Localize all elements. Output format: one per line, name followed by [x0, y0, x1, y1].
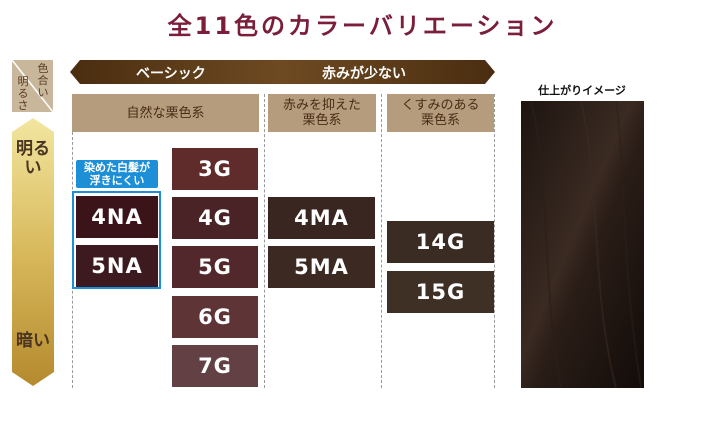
banner-less-red-label: 赤みが少ない	[322, 66, 406, 82]
hair-preview-image	[521, 101, 644, 388]
badge-line2: 浮きにくい	[89, 174, 145, 187]
axis-corner-box: 色合い 明るさ	[12, 60, 53, 112]
diagonal-divider	[12, 60, 53, 112]
swatch-4ma[interactable]: 4MA	[268, 197, 375, 239]
category-natural-label: 自然な栗色系	[126, 105, 205, 121]
dark-label: 暗い	[16, 331, 50, 351]
category-natural: 自然な栗色系	[72, 94, 259, 132]
swatch-6g[interactable]: 6G	[172, 296, 258, 338]
type-banner: ベーシック 赤みが少ない	[70, 60, 495, 84]
page-title: 全11色のカラーバリエーション	[167, 12, 558, 40]
swatch-7g[interactable]: 7G	[172, 345, 258, 387]
category-suppressed-red: 赤みを抑えた 栗色系	[268, 94, 376, 132]
swatch-4g[interactable]: 4G	[172, 197, 258, 239]
category-dull: くすみのある 栗色系	[387, 94, 494, 132]
swatch-15g[interactable]: 15G	[387, 271, 494, 313]
swatch-4na[interactable]: 4NA	[76, 196, 158, 238]
gray-coverage-badge: 染めた白髪が 浮きにくい	[76, 160, 158, 188]
swatch-5ma[interactable]: 5MA	[268, 246, 375, 288]
axis-brightness-label: 明るさ	[17, 75, 29, 112]
banner-basic-label: ベーシック	[136, 66, 206, 82]
preview-label: 仕上がりイメージ	[538, 84, 626, 97]
brightness-bar: 明るい 暗い	[12, 118, 54, 386]
category-suppressed-red-line1: 赤みを抑えた	[282, 98, 361, 113]
badge-line1: 染めた白髪が	[84, 161, 150, 174]
swatch-5g[interactable]: 5G	[172, 246, 258, 288]
separator-line	[381, 94, 382, 388]
category-suppressed-red-line2: 栗色系	[302, 113, 342, 128]
swatch-3g[interactable]: 3G	[172, 148, 258, 190]
category-dull-line1: くすみのある	[401, 98, 480, 113]
separator-line	[264, 94, 265, 388]
swatch-5na[interactable]: 5NA	[76, 245, 158, 287]
swatch-14g[interactable]: 14G	[387, 221, 494, 263]
category-dull-line2: 栗色系	[420, 113, 460, 128]
bright-label: 明るい	[16, 139, 50, 178]
na-highlight-frame	[72, 191, 161, 289]
axis-hue-label: 色合い	[37, 62, 49, 99]
separator-line	[494, 94, 495, 388]
